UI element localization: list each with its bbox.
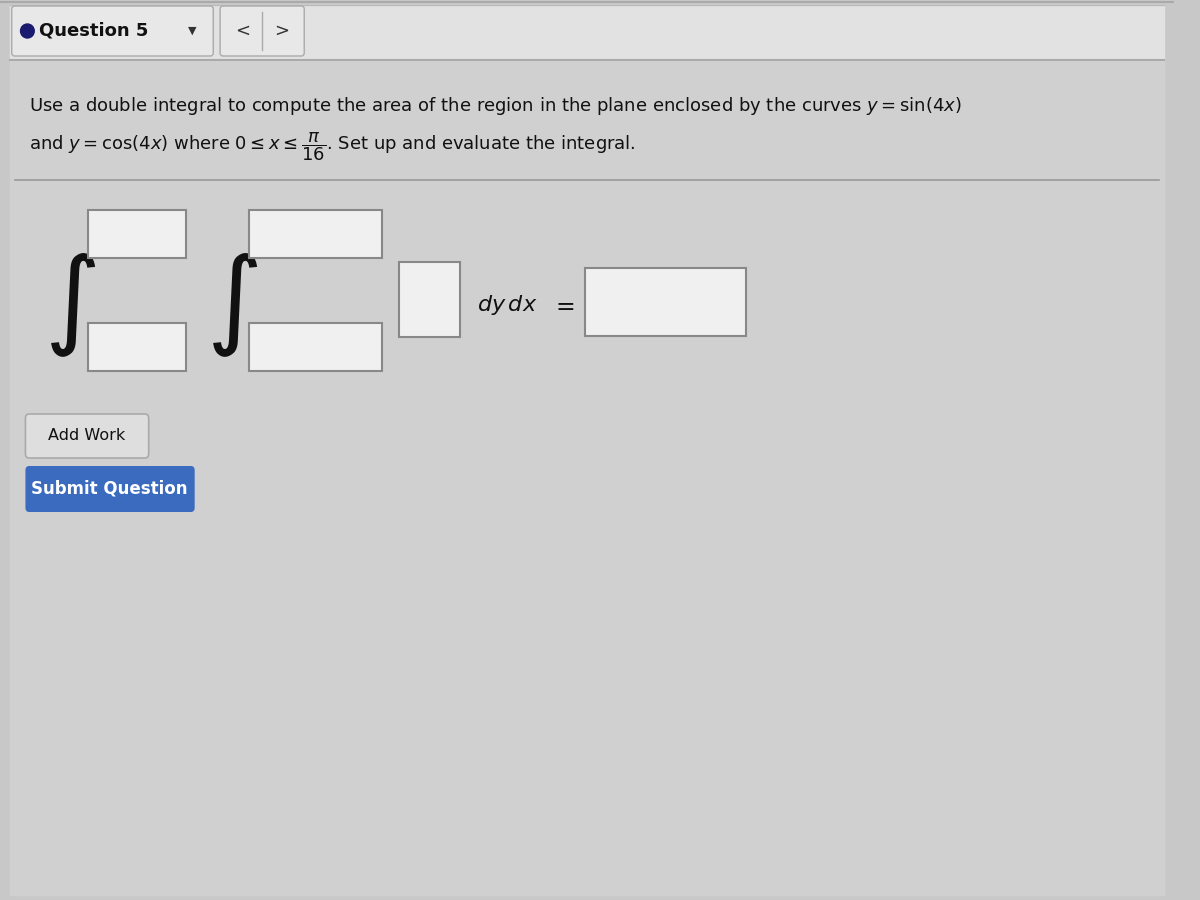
Text: $\int$: $\int$ [205,251,258,359]
Text: $\int$: $\int$ [44,251,96,359]
Text: Submit Question: Submit Question [31,480,188,498]
Text: and $y = \cos(4x)$ where $0 \leq x \leq \dfrac{\pi}{16}$. Set up and evaluate th: and $y = \cos(4x)$ where $0 \leq x \leq … [29,130,636,163]
Text: $=$: $=$ [551,293,575,317]
Text: Question 5: Question 5 [40,22,149,40]
Circle shape [20,24,35,38]
FancyBboxPatch shape [220,6,305,56]
Text: Use a double integral to compute the area of the region in the plane enclosed by: Use a double integral to compute the are… [29,95,962,117]
FancyBboxPatch shape [88,323,186,371]
FancyBboxPatch shape [12,6,214,56]
FancyBboxPatch shape [25,466,194,512]
Text: <: < [235,22,250,40]
Text: >: > [275,22,289,40]
FancyBboxPatch shape [25,414,149,458]
FancyBboxPatch shape [250,210,382,258]
Text: $dy\,dx$: $dy\,dx$ [476,293,536,317]
FancyBboxPatch shape [250,323,382,371]
Text: Add Work: Add Work [48,428,126,444]
Text: ▼: ▼ [187,26,196,36]
FancyBboxPatch shape [584,268,746,336]
FancyBboxPatch shape [88,210,186,258]
Bar [10,5,1164,60]
FancyBboxPatch shape [400,262,460,337]
